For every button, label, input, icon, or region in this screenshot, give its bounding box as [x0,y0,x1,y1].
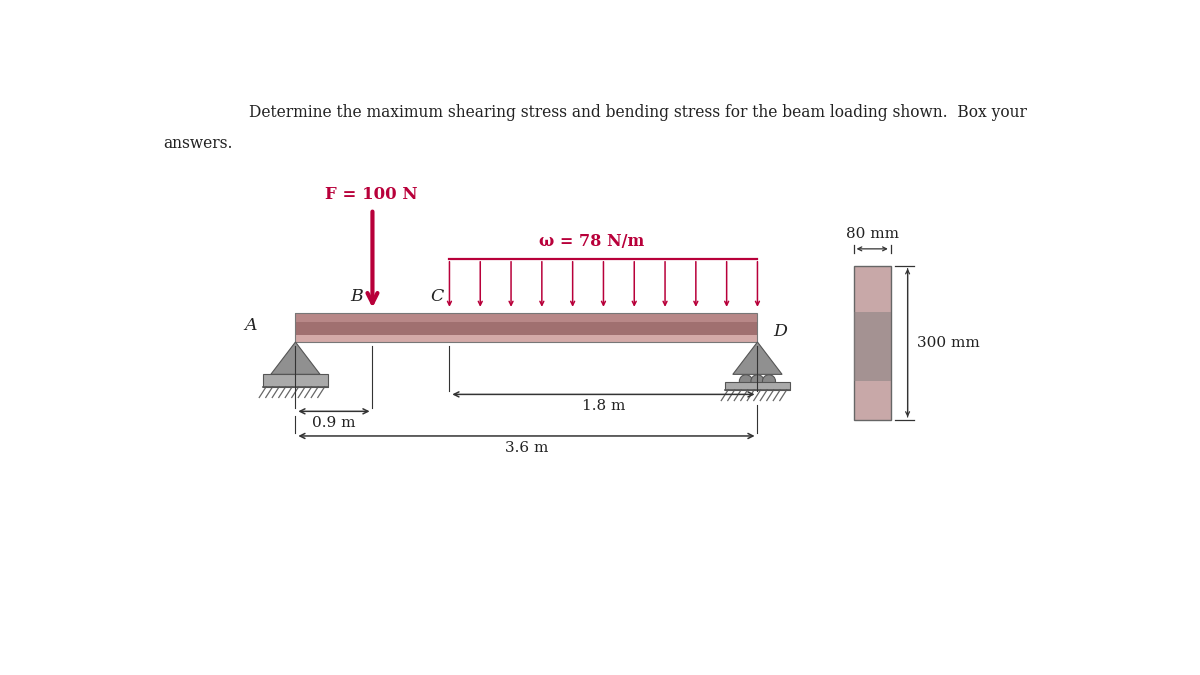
Text: B: B [350,288,364,305]
Circle shape [751,375,764,388]
Bar [853,266,890,420]
Polygon shape [733,342,782,375]
Text: 300 mm: 300 mm [917,335,979,350]
Bar [853,312,890,381]
Text: ω = 78 N/m: ω = 78 N/m [539,233,644,250]
Bar [725,382,790,389]
Text: answers.: answers. [163,135,233,152]
Text: A: A [245,317,257,334]
Circle shape [762,375,775,388]
Text: 80 mm: 80 mm [846,227,899,241]
Polygon shape [271,342,320,375]
Text: C: C [430,288,443,305]
Bar [295,313,757,342]
Text: 3.6 m: 3.6 m [505,441,548,454]
Text: F = 100 N: F = 100 N [325,186,418,202]
Text: Determine the maximum shearing stress and bending stress for the beam loading sh: Determine the maximum shearing stress an… [250,104,1027,121]
Text: 1.8 m: 1.8 m [582,399,625,413]
Text: D: D [773,323,787,340]
Text: 0.9 m: 0.9 m [312,416,355,430]
Bar [263,375,328,387]
Bar [295,335,757,342]
Circle shape [739,375,752,388]
Bar [295,313,757,321]
Bar [295,321,757,335]
